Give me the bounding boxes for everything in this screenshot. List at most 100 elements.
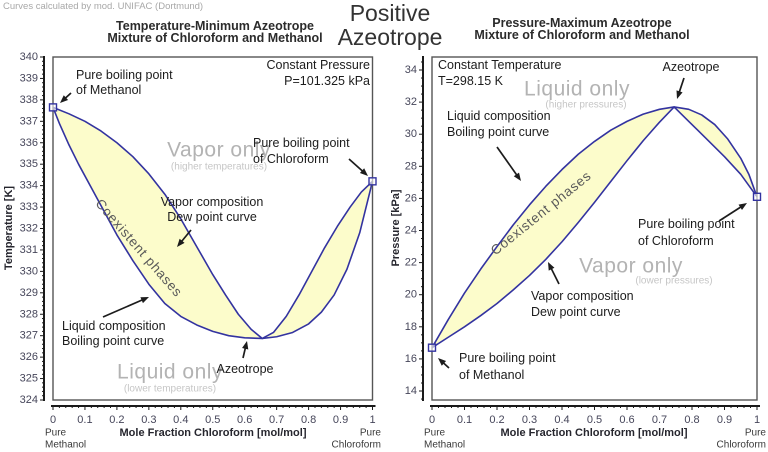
main-title: Positive Azeotrope xyxy=(290,1,490,49)
pressure-composition-chart-y-axis-title: Pressure [kPa] xyxy=(390,189,402,266)
vapor-only-label: Vapor only xyxy=(167,139,271,162)
boiling-point-curve xyxy=(52,107,374,340)
arrow-to-boiling-curve-head xyxy=(140,297,149,304)
constant-temperature-note: T=298.15 K xyxy=(438,74,504,88)
x-tick-label: 0.8 xyxy=(301,414,316,426)
arrow-to-boiling-curve-head xyxy=(513,172,521,181)
arrow-to-boiling-curve xyxy=(102,298,144,318)
pure-chloroform-label: Chloroform xyxy=(717,440,766,451)
pure-methanol-label: Methanol xyxy=(45,440,86,451)
pure-boiling-point-chloroform-note: Pure boiling point xyxy=(638,217,735,231)
y-tick-label: 32 xyxy=(405,96,417,108)
pure-chloroform-label: Pure xyxy=(360,428,382,439)
pure-boiling-point-chloroform-note: Pure boiling point xyxy=(253,136,350,150)
boiling-point-curve-note: Liquid composition xyxy=(62,319,166,333)
credit-line: Curves calculated by mod. UNIFAC (Dortmu… xyxy=(3,1,204,12)
constant-pressure-note: P=101.325 kPa xyxy=(284,74,370,88)
y-tick-label: 340 xyxy=(20,51,38,63)
main-title-line1: Positive xyxy=(349,0,431,26)
x-tick-label: 0.1 xyxy=(457,414,472,426)
x-tick-label: 0.3 xyxy=(141,414,156,426)
constant-pressure-note: Constant Pressure xyxy=(266,58,370,72)
y-tick-label: 24 xyxy=(405,225,417,237)
liquid-only-label: Liquid only xyxy=(117,361,223,384)
main-title-line2: Azeotrope xyxy=(337,24,443,50)
x-tick-label: 0.7 xyxy=(269,414,284,426)
y-tick-label: 333 xyxy=(20,201,38,213)
methanol-boiling-point-marker xyxy=(48,103,58,112)
temperature-composition-chart-x-axis-title: Mole Fraction Chloroform [mol/mol] xyxy=(120,427,307,439)
x-tick-label: 0.9 xyxy=(717,414,732,426)
x-tick-label: 1 xyxy=(754,414,760,426)
x-tick-label: 0.2 xyxy=(489,414,504,426)
boiling-point-curve xyxy=(431,106,758,349)
x-tick-label: 0.3 xyxy=(522,414,537,426)
arrow-to-azeotrope xyxy=(678,77,685,94)
y-tick-label: 338 xyxy=(20,94,38,106)
pure-methanol-label: Methanol xyxy=(424,440,465,451)
azeotrope-note: Azeotrope xyxy=(217,362,274,376)
dew-point-curve xyxy=(431,106,758,349)
y-tick-label: 14 xyxy=(405,385,417,397)
y-tick-label: 326 xyxy=(20,351,38,363)
x-tick-label: 0 xyxy=(50,414,56,426)
arrow-to-dew-curve xyxy=(180,229,192,243)
chloroform-boiling-point-marker xyxy=(368,177,377,186)
y-tick-label: 34 xyxy=(405,64,417,76)
boiling-point-curve-note: Boiling point curve xyxy=(447,125,549,139)
x-tick-label: 0.8 xyxy=(684,414,699,426)
y-tick-label: 332 xyxy=(20,223,38,235)
pure-boiling-point-methanol-note: of Methanol xyxy=(76,83,141,97)
dew-point-curve-note: Dew point curve xyxy=(167,210,257,224)
x-tick-label: 0.7 xyxy=(652,414,667,426)
arrow-to-chloroform-bp-head xyxy=(738,203,747,211)
temperature-composition-chart-frame xyxy=(52,56,374,401)
boiling-point-curve-note: Boiling point curve xyxy=(62,334,164,348)
y-tick-label: 325 xyxy=(20,373,38,385)
y-tick-label: 26 xyxy=(405,192,417,204)
left-chart-title-line2: Mixture of Chloroform and Methanol xyxy=(107,30,323,45)
y-tick-label: 16 xyxy=(405,353,417,365)
chloroform-boiling-point-marker xyxy=(752,192,762,202)
y-tick-label: 328 xyxy=(20,308,38,320)
arrow-to-azeotrope-head xyxy=(242,341,249,350)
arrow-to-dew-curve-head xyxy=(177,238,185,247)
x-tick-label: 0.1 xyxy=(77,414,92,426)
dew-point-curve-note: Vapor composition xyxy=(161,195,264,209)
azeotrope-note: Azeotrope xyxy=(663,60,720,74)
y-tick-label: 334 xyxy=(20,180,38,192)
liquid-only-sublabel: (higher pressures) xyxy=(545,100,626,111)
boiling-point-curve-note: Liquid composition xyxy=(447,109,551,123)
arrow-to-methanol-bp-head xyxy=(438,358,447,366)
y-tick-label: 18 xyxy=(405,321,417,333)
arrow-to-dew-curve xyxy=(549,266,560,285)
pressure-composition-chart-coexistent-region xyxy=(432,106,757,348)
right-chart-title-line2: Mixture of Chloroform and Methanol xyxy=(474,27,690,42)
pure-boiling-point-methanol-note: of Methanol xyxy=(459,368,524,382)
x-tick-label: 0.6 xyxy=(237,414,252,426)
methanol-boiling-point-marker xyxy=(427,343,437,352)
dew-point-curve-note: Dew point curve xyxy=(531,305,621,319)
pure-methanol-label: Pure xyxy=(424,428,446,439)
arrow-to-boiling-curve xyxy=(496,146,519,177)
arrow-to-chloroform-bp xyxy=(348,158,365,173)
temperature-composition-chart-coexistent-region xyxy=(53,107,373,339)
pure-boiling-point-methanol-note: Pure boiling point xyxy=(76,68,173,82)
x-tick-label: 0.9 xyxy=(333,414,348,426)
arrow-to-methanol-bp-head xyxy=(60,95,69,103)
x-tick-label: 1 xyxy=(369,414,375,426)
y-tick-label: 336 xyxy=(20,137,38,149)
x-tick-label: 0.5 xyxy=(205,414,220,426)
liquid-only-sublabel: (lower temperatures) xyxy=(124,384,216,395)
y-tick-label: 22 xyxy=(405,257,417,269)
y-tick-label: 331 xyxy=(20,244,38,256)
vapor-only-sublabel: (higher temperatures) xyxy=(171,162,267,173)
y-tick-label: 30 xyxy=(405,128,417,140)
right-chart-title: Pressure-Maximum Azeotrope Mixture of Ch… xyxy=(420,17,744,42)
liquid-only-label: Liquid only xyxy=(524,78,630,101)
arrow-to-chloroform-bp xyxy=(718,205,743,222)
dew-point-curve-note: Vapor composition xyxy=(531,289,634,303)
temperature-composition-chart: 324 325 326 327 328 329 330 331 332 333 334 335 336 3… xyxy=(3,51,381,451)
